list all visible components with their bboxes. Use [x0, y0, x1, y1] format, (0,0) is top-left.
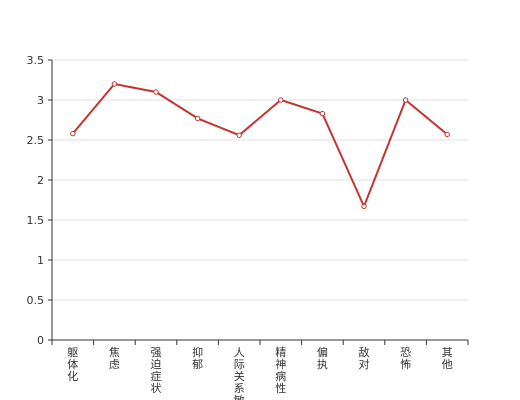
- data-point: [361, 203, 367, 210]
- x-tick-label: 偏执: [317, 345, 328, 371]
- series: [70, 81, 450, 210]
- x-tick-label: 焦虑: [109, 346, 120, 371]
- data-point: [70, 130, 76, 137]
- data-point: [278, 97, 284, 103]
- y-tick-labels: 0 0.5 1 1.5 2 2.5 3 3.5: [27, 54, 45, 347]
- x-tick-label: 精神病性: [275, 346, 286, 395]
- data-point: [111, 81, 118, 87]
- y-tick-label: 2: [37, 174, 44, 187]
- x-tick-labels: 躯体化 焦虑 强迫症状 抑郁 人际关系敏感 精神病性 偏执 敌对 恐怖 其他: [67, 345, 452, 400]
- x-tick-label: 躯体化: [67, 346, 78, 383]
- y-tick-label: 3: [37, 94, 44, 107]
- x-tick-label: 人际关系敏感: [234, 346, 245, 400]
- data-point: [402, 97, 409, 103]
- x-tick-label: 抑郁: [192, 345, 203, 371]
- grid-lines: [52, 59, 468, 301]
- x-tick-label: 敌对: [359, 345, 370, 371]
- x-tick-label: 其他: [442, 346, 453, 371]
- axes: [48, 59, 469, 345]
- data-point: [236, 132, 242, 138]
- y-tick-label: 0: [37, 334, 44, 347]
- y-tick-label: 0.5: [27, 294, 45, 307]
- y-tick-label: 2.5: [27, 134, 45, 147]
- x-tick-label: 恐怖: [400, 346, 411, 371]
- y-tick-label: 1: [37, 254, 44, 267]
- data-point: [444, 131, 450, 138]
- x-tick-label: 强迫症状: [151, 346, 162, 395]
- series-line: [72, 83, 448, 208]
- y-tick-label: 1.5: [27, 214, 45, 227]
- data-point: [153, 89, 159, 95]
- y-tick-label: 3.5: [27, 54, 45, 67]
- data-point: [319, 110, 326, 117]
- data-point: [194, 115, 201, 122]
